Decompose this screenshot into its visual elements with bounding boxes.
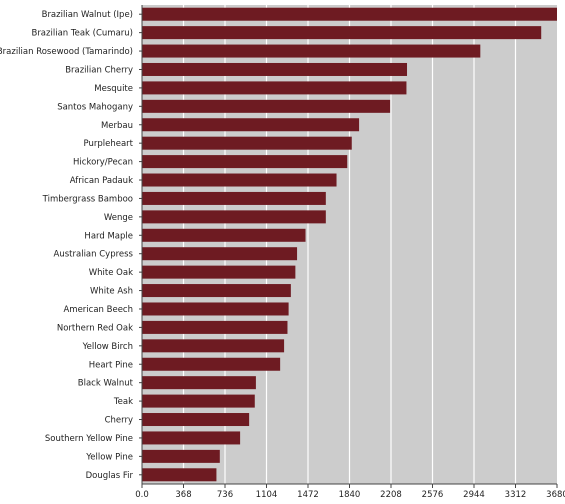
category-label: Brazilian Rosewood (Tamarindo) bbox=[0, 47, 133, 57]
category-label: White Oak bbox=[89, 268, 133, 278]
bar bbox=[142, 265, 296, 279]
category-label: Cherry bbox=[105, 416, 133, 426]
bar bbox=[142, 118, 360, 132]
category-label: Wenge bbox=[104, 213, 133, 223]
category-label: White Ash bbox=[90, 287, 133, 297]
category-label: Black Walnut bbox=[78, 379, 134, 389]
category-label: Brazilian Cherry bbox=[65, 65, 133, 75]
category-label: Santos Mahogany bbox=[57, 102, 133, 112]
x-tick-label: 736 bbox=[217, 490, 233, 500]
category-label: Douglas Fir bbox=[86, 471, 134, 481]
bar bbox=[142, 394, 255, 408]
bar bbox=[142, 302, 289, 316]
x-tick-label: 2576 bbox=[422, 490, 444, 500]
x-tick-label: 3312 bbox=[505, 490, 527, 500]
x-axis: 0.0 368 736 1104 1472 1840 2208 2576 2944 3312 368… bbox=[135, 5, 565, 500]
category-label: Yellow Birch bbox=[82, 342, 133, 352]
x-tick-label: 1104 bbox=[256, 490, 278, 500]
category-label: Teak bbox=[113, 397, 133, 407]
bar bbox=[142, 210, 326, 224]
bar bbox=[142, 99, 391, 113]
bar bbox=[142, 339, 285, 353]
bar bbox=[142, 357, 281, 371]
bar bbox=[142, 468, 217, 482]
bar bbox=[142, 26, 542, 40]
category-label: Mesquite bbox=[94, 84, 133, 94]
bar bbox=[142, 62, 408, 76]
category-label: Hard Maple bbox=[84, 231, 133, 241]
category-label: Timbergrass Bamboo bbox=[42, 194, 133, 204]
category-label: Northern Red Oak bbox=[57, 323, 133, 333]
category-label: Australian Cypress bbox=[54, 250, 134, 260]
x-tick-label: 1840 bbox=[339, 490, 361, 500]
category-label: Heart Pine bbox=[89, 360, 133, 370]
x-tick-label: 3680 bbox=[546, 490, 565, 500]
category-label: Hickory/Pecan bbox=[73, 158, 133, 168]
bar bbox=[142, 284, 291, 298]
category-label: Purpleheart bbox=[84, 139, 134, 149]
bar bbox=[142, 155, 348, 169]
bars bbox=[142, 7, 557, 482]
bar bbox=[142, 449, 220, 463]
category-label: Yellow Pine bbox=[85, 452, 133, 462]
bar bbox=[142, 320, 288, 334]
x-tick-label: 368 bbox=[175, 490, 191, 500]
bar bbox=[142, 413, 250, 427]
x-tick-label: 1472 bbox=[297, 490, 319, 500]
bar bbox=[142, 7, 557, 21]
bar bbox=[142, 173, 337, 187]
bar bbox=[142, 228, 306, 242]
bar bbox=[142, 136, 352, 150]
category-label: American Beech bbox=[63, 305, 133, 315]
category-labels: Brazilian Walnut (Ipe) Brazilian Teak (Cu… bbox=[0, 10, 142, 481]
bar bbox=[142, 247, 298, 261]
category-label: Brazilian Teak (Cumaru) bbox=[31, 29, 133, 39]
category-label: African Padauk bbox=[70, 176, 133, 186]
category-label: Brazilian Walnut (Ipe) bbox=[42, 10, 133, 20]
bar bbox=[142, 431, 241, 445]
bar bbox=[142, 191, 326, 205]
bar bbox=[142, 81, 407, 95]
bar bbox=[142, 376, 256, 390]
x-tick-label: 0.0 bbox=[135, 490, 149, 500]
x-tick-label: 2944 bbox=[463, 490, 485, 500]
category-label: Merbau bbox=[101, 121, 133, 131]
category-label: Southern Yellow Pine bbox=[45, 434, 133, 444]
x-tick-label: 2208 bbox=[380, 490, 402, 500]
bar bbox=[142, 44, 481, 58]
